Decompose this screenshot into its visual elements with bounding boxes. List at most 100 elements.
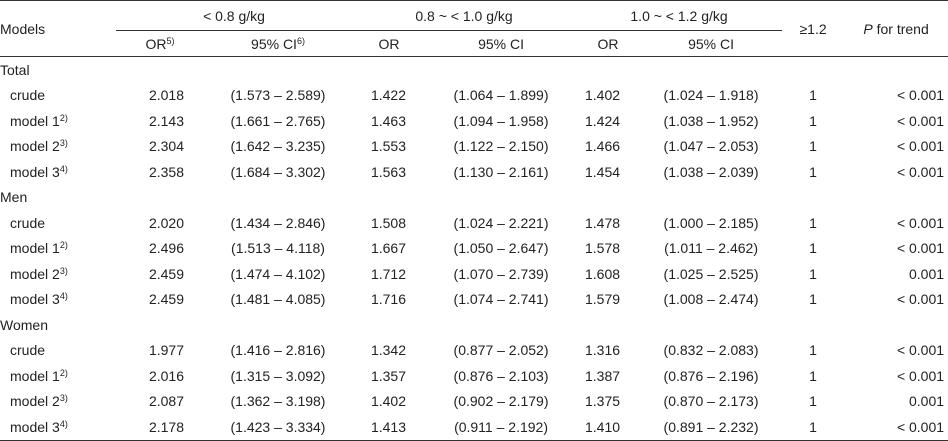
- table-row: model 23) 2.087 (1.362 – 3.198) 1.402 (0.902…: [0, 389, 948, 415]
- or-value: 1.410: [576, 414, 641, 441]
- ci-value: (1.573 – 2.589): [230, 87, 326, 104]
- p-trend-value: < 0.001: [896, 291, 945, 308]
- reference-value: 1: [809, 138, 817, 155]
- or-value: 1.712: [370, 265, 407, 282]
- or-value: 1.357: [370, 367, 407, 384]
- model-cell: crude: [0, 83, 116, 109]
- model-cell: model 23): [0, 261, 116, 287]
- model-name: model 3: [10, 291, 60, 308]
- or-value: 2.459: [148, 291, 184, 308]
- header-row-sub: OR5) 95% CI6) OR 95% CI OR 95% CI: [0, 30, 948, 57]
- model-name: model 1: [10, 240, 60, 257]
- reference-value: 1: [809, 112, 817, 129]
- group-header-1-0-to-1-2: 1.0 ~ < 1.2 g/kg: [576, 0, 783, 31]
- table-row: model 23) 2.304 (1.642 – 3.235) 1.553 (1.122…: [0, 134, 948, 160]
- p-trend-value: < 0.001: [896, 112, 945, 129]
- p-trend-value: 0.001: [909, 265, 945, 282]
- footnote-mark: 5): [166, 35, 175, 46]
- reference-value: 1: [809, 291, 817, 308]
- ci-value: (1.315 – 3.092): [230, 367, 326, 384]
- model-cell: model 23): [0, 134, 116, 160]
- reference-header: ≥1.2: [782, 0, 845, 57]
- header-row-groups: Models < 0.8 g/kg 0.8 ~ < 1.0 g/kg 1.0 ~…: [0, 0, 948, 57]
- table-row: crude 2.018 (1.573 – 2.589) 1.422 (1.064 – 1…: [0, 83, 948, 109]
- table-row: model 12) 2.143 (1.661 – 2.765) 1.463 (1.094…: [0, 108, 948, 134]
- p-trend-header: P for trend: [844, 0, 948, 57]
- or-value: 1.563: [370, 163, 407, 180]
- table-row: model 23) 2.459 (1.474 – 4.102) 1.712 (1.070…: [0, 261, 948, 287]
- ci-value: (0.877 – 2.052): [453, 342, 549, 359]
- section-row: Total: [0, 57, 948, 83]
- table-row: model 34) 2.358 (1.684 – 3.302) 1.563 (1.130…: [0, 159, 948, 185]
- footnote-mark: 4): [59, 291, 68, 302]
- model-name: crude: [10, 342, 46, 359]
- reference-value: 1: [809, 342, 817, 359]
- or-value: 2.143: [148, 112, 184, 129]
- ci-value: (1.038 – 2.039): [663, 163, 759, 180]
- p-trend-value: < 0.001: [844, 414, 948, 441]
- ci-value: (1.684 – 3.302): [230, 163, 326, 180]
- or-value: 2.020: [148, 214, 184, 231]
- footnote-mark: 3): [59, 138, 68, 149]
- or-value: 2.304: [148, 138, 184, 155]
- p-trend-value: 0.001: [909, 393, 945, 410]
- or-value: 1.667: [370, 240, 407, 257]
- ci-value: (1.434 – 2.846): [230, 214, 326, 231]
- p-trend-value: < 0.001: [896, 214, 945, 231]
- model-cell: model 34): [0, 414, 116, 441]
- ci-value: (1.362 – 3.198): [230, 393, 326, 410]
- or-value: 2.087: [148, 393, 184, 410]
- group-header-0-8-to-1-0: 0.8 ~ < 1.0 g/kg: [352, 0, 577, 31]
- or-value: 1.716: [370, 291, 407, 308]
- or-value: 1.608: [584, 265, 621, 282]
- ci-value: (0.832 – 2.083): [663, 342, 759, 359]
- ci-value: (1.008 – 2.474): [663, 291, 759, 308]
- footnote-mark: 2): [59, 112, 68, 123]
- model-name: model 1: [10, 112, 60, 129]
- ci-value: (1.024 – 2.221): [453, 214, 549, 231]
- or-header: OR: [576, 30, 641, 57]
- or-value: 1.466: [584, 138, 621, 155]
- model-name: model 3: [10, 163, 60, 180]
- or-header: OR: [352, 30, 427, 57]
- model-cell: crude: [0, 338, 116, 364]
- or-value: 1.387: [584, 367, 621, 384]
- model-cell: model 12): [0, 363, 116, 389]
- or-value: 1.402: [370, 393, 407, 410]
- model-cell: model 12): [0, 108, 116, 134]
- model-cell: model 34): [0, 159, 116, 185]
- or-value: 2.496: [148, 240, 184, 257]
- ci-value: (0.891 – 2.232): [640, 414, 783, 441]
- table-row: model 12) 2.016 (1.315 – 3.092) 1.357 (0.876…: [0, 363, 948, 389]
- reference-value: 1: [809, 367, 817, 384]
- ci-value: (1.130 – 2.161): [453, 163, 549, 180]
- ci-value: (1.416 – 2.816): [230, 342, 326, 359]
- footnote-mark: 2): [59, 240, 68, 251]
- table-row: crude 1.977 (1.416 – 2.816) 1.342 (0.877 – 2…: [0, 338, 948, 364]
- ci-value: (1.423 – 3.334): [204, 414, 353, 441]
- ci-value: (1.661 – 2.765): [230, 112, 326, 129]
- for-trend-label: for trend: [872, 20, 929, 37]
- or-value: 2.018: [148, 87, 184, 104]
- table-row: model 34) 2.459 (1.481 – 4.085) 1.716 (1.074…: [0, 287, 948, 313]
- ci-value: (1.474 – 4.102): [230, 265, 326, 282]
- section-row: Men: [0, 185, 948, 211]
- or-value: 1.422: [370, 87, 407, 104]
- model-name: crude: [10, 214, 46, 231]
- ci-value: (1.122 – 2.150): [453, 138, 549, 155]
- reference-value: 1: [809, 240, 817, 257]
- ci-value: (1.513 – 4.118): [231, 240, 325, 257]
- model-cell: crude: [0, 210, 116, 236]
- footnote-mark: 3): [59, 265, 68, 276]
- reference-value: 1: [809, 214, 817, 231]
- reference-value: 1: [809, 87, 817, 104]
- ci-value: (1.074 – 2.741): [453, 291, 549, 308]
- or-value: 1.424: [584, 112, 621, 129]
- table-row: model 12) 2.496 (1.513 – 4.118) 1.667 (1.050…: [0, 236, 948, 262]
- models-header: Models: [0, 0, 116, 57]
- model-cell: model 34): [0, 287, 116, 313]
- section-label: Women: [0, 316, 48, 333]
- section-label: Men: [0, 189, 28, 206]
- model-name: model 2: [10, 393, 60, 410]
